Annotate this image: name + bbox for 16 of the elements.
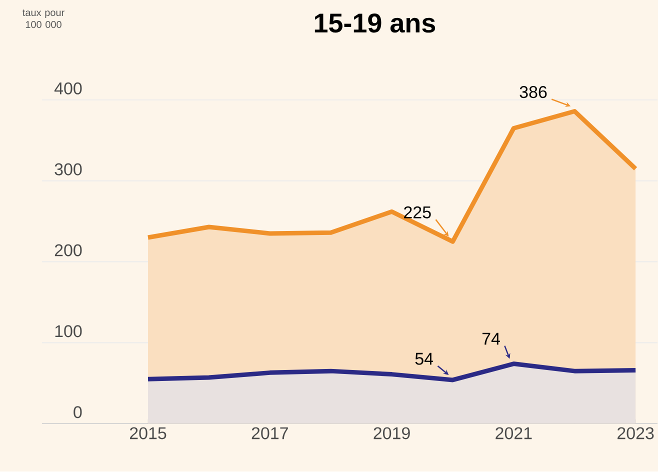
chart-title: 15-19 ans [314, 14, 436, 33]
y-tick-label: 100 [55, 325, 82, 338]
x-tick-label: 2019 [374, 427, 410, 440]
y-tick-label: 0 [74, 406, 82, 418]
y-tick-label: 300 [54, 163, 82, 176]
x-tick-label: 2021 [496, 427, 532, 440]
annotation: 386 [520, 86, 547, 98]
annotation: 74 [482, 333, 500, 345]
x-tick-label: 2017 [252, 427, 288, 440]
x-tick-label: 2015 [130, 427, 166, 440]
annotation: 225 [404, 206, 431, 219]
annotation: 54 [415, 353, 434, 365]
text: taux pour 100 000 [22, 10, 64, 28]
x-tick-label: 2023 [618, 427, 654, 440]
y-tick-label: 200 [54, 244, 82, 256]
y-tick-label: 400 [54, 82, 82, 95]
